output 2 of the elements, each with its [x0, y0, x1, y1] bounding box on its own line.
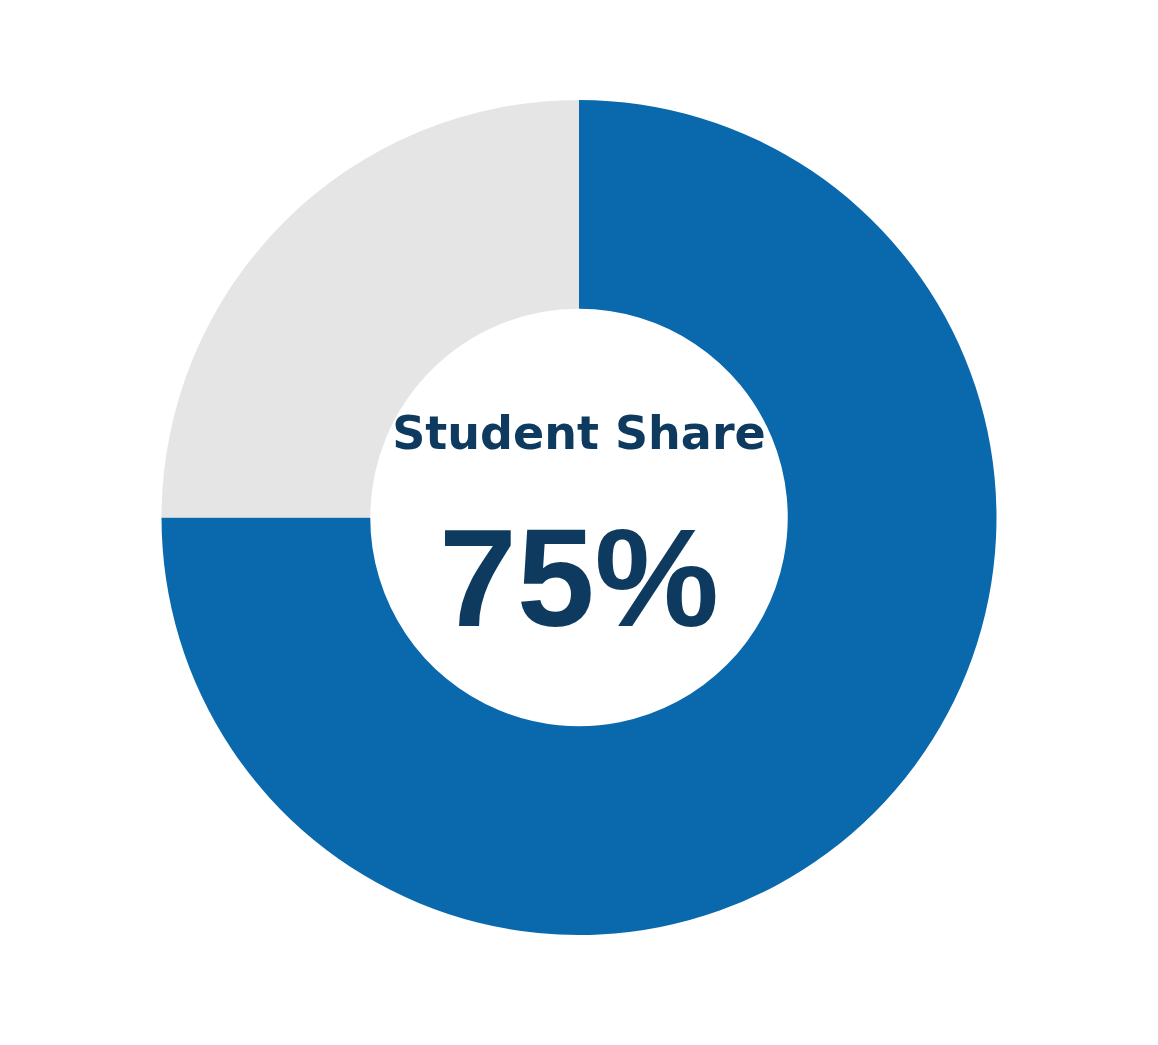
data-label: 75% [438, 499, 720, 657]
text: Student Share [392, 406, 766, 461]
